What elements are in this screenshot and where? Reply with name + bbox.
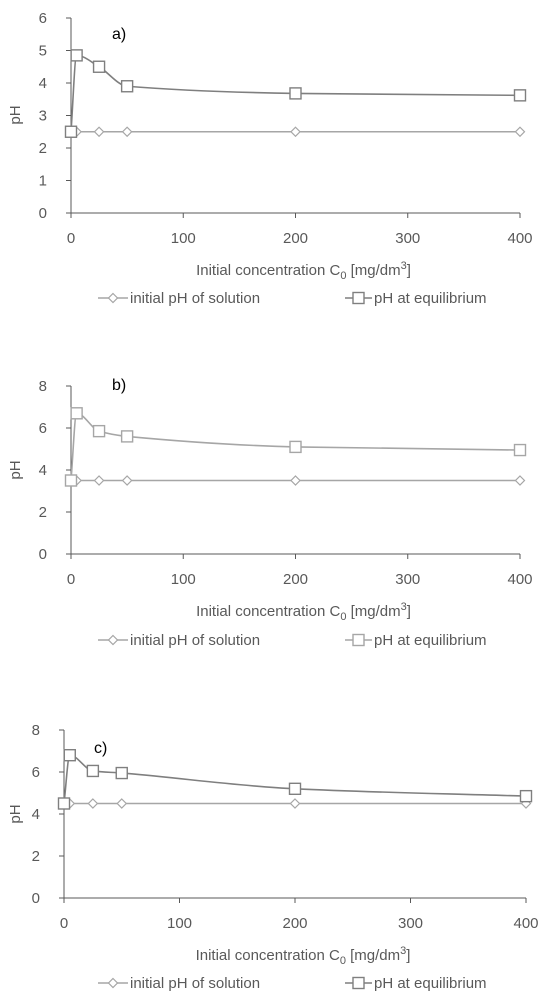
legend-marker [107,292,119,304]
panel-label: b) [112,377,126,394]
panel-label: c) [94,740,107,757]
x-tick-label: 0 [60,915,68,932]
x-tick-label: 0 [67,230,75,247]
legend: initial pH of solution pH at equilibrium [98,975,487,992]
legend-entry: initial pH of solution [130,290,260,307]
data-point [116,798,128,809]
data-point [93,475,105,486]
data-point [86,764,100,778]
x-tick-label: 100 [167,915,192,932]
data-point [514,126,526,138]
y-tick-label: 4 [32,806,40,823]
y-tick-label: 3 [39,108,47,125]
data-point [289,440,302,454]
series-2 [57,749,533,810]
data-point [290,126,301,138]
y-tick-label: 0 [39,546,47,563]
x-axis-label: Initial concentration C0 [mg/dm3] [196,601,411,623]
chart-panel-2: 0 2 4 6 8 0 100 200 300 400 pH Initial concentratio… [7,377,533,649]
chart-panel-1: 0 1 2 3 4 5 6 0 100 200 300 400 pH Initial concentrat… [7,10,533,307]
data-point [93,126,105,138]
legend: initial pH of solution pH at equilibrium [98,632,487,649]
x-tick-label: 400 [507,571,532,588]
y-axis-label: pH [7,460,24,479]
x-tick-label: 200 [283,571,308,588]
data-point [92,60,106,73]
data-point [57,797,71,810]
legend-entry: pH at equilibrium [374,975,487,992]
series-1 [65,126,526,138]
data-point [513,443,527,457]
data-point [290,475,301,486]
y-tick-label: 2 [32,848,40,865]
x-axis-label: Initial concentration C0 [mg/dm3] [196,945,411,967]
data-point [288,782,302,795]
series-2 [64,407,527,487]
legend-marker [352,976,365,990]
data-point [121,475,133,486]
y-tick-label: 6 [39,10,47,27]
data-point [120,80,134,93]
data-point [64,474,78,487]
x-tick-label: 200 [283,230,308,247]
x-tick-label: 400 [513,915,538,932]
data-point [63,749,76,762]
y-tick-label: 1 [39,173,47,190]
data-point [64,125,78,138]
series-line [63,754,527,804]
legend: initial pH of solution pH at equilibrium [98,290,487,307]
y-tick-label: 6 [32,764,40,781]
y-tick-label: 0 [39,205,47,222]
x-tick-label: 400 [507,230,532,247]
y-tick-label: 8 [39,378,47,395]
series-1 [65,475,526,486]
data-point [120,430,134,443]
series-1 [58,798,532,809]
data-point [87,798,99,809]
series-2 [64,49,527,138]
y-tick-label: 4 [39,462,47,479]
data-point [92,424,106,438]
y-tick-label: 5 [39,43,47,60]
x-tick-label: 0 [67,571,75,588]
y-tick-label: 8 [32,722,40,739]
legend-marker [107,634,119,646]
panel-label: a) [112,26,126,43]
data-point [70,407,83,420]
legend-marker [107,977,119,989]
x-tick-label: 300 [395,571,420,588]
chart-panel-3: 0 2 4 6 8 0 100 200 300 400 pH Initial concentratio… [7,722,539,992]
legend-entry: pH at equilibrium [374,632,487,649]
y-axis-label: pH [7,105,24,124]
y-axis-label: pH [7,804,24,823]
data-point [70,49,83,62]
data-point [289,87,302,100]
legend-marker [352,291,365,305]
x-tick-label: 100 [171,230,196,247]
data-point [519,789,533,803]
x-tick-label: 100 [171,571,196,588]
x-tick-label: 300 [395,230,420,247]
data-point [513,89,527,102]
legend-entry: initial pH of solution [130,975,260,992]
data-point [121,126,133,138]
legend-marker [352,633,365,647]
data-point [289,798,301,809]
y-tick-label: 0 [32,890,40,907]
x-tick-label: 200 [282,915,307,932]
y-tick-label: 2 [39,140,47,157]
legend-entry: initial pH of solution [130,632,260,649]
data-point [514,475,526,486]
y-tick-label: 6 [39,420,47,437]
legend-entry: pH at equilibrium [374,290,487,307]
y-tick-label: 4 [39,75,47,92]
data-point [115,766,128,780]
x-tick-label: 300 [398,915,423,932]
x-axis-label: Initial concentration C0 [mg/dm3] [196,260,411,282]
y-tick-label: 2 [39,504,47,521]
